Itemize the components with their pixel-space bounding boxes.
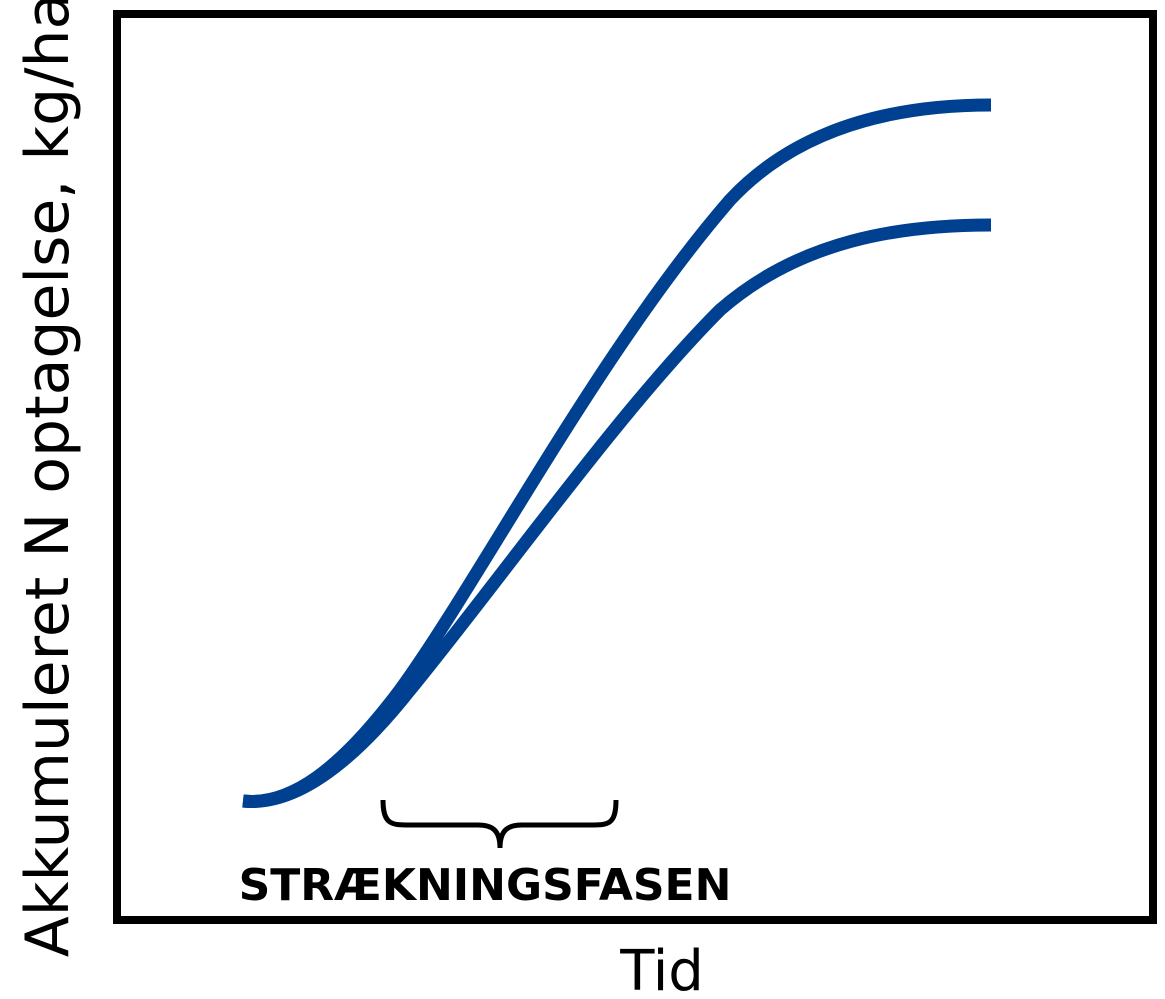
plot-frame xyxy=(113,10,1157,924)
annotation: STRÆKNINGSFASEN xyxy=(239,860,732,911)
brace xyxy=(380,799,619,849)
lower-curve xyxy=(242,218,992,808)
upper-curve xyxy=(242,98,992,808)
x-axis-label: Tid xyxy=(619,939,704,999)
y-axis-label: Akkumuleret N optagelse, kg/ha xyxy=(13,0,83,957)
